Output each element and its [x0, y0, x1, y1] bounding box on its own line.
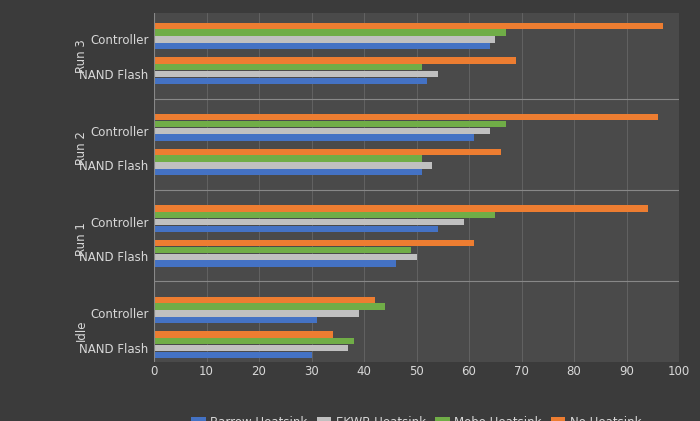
Bar [154, 219, 463, 225]
Bar [154, 317, 316, 323]
Bar [154, 226, 438, 232]
Bar [154, 304, 385, 310]
Bar [154, 57, 517, 64]
Text: Run 1: Run 1 [76, 222, 88, 256]
Bar [154, 114, 658, 120]
Bar [154, 352, 312, 358]
Text: Idle: Idle [76, 320, 88, 341]
Bar [154, 64, 421, 70]
Bar [154, 253, 416, 260]
Bar [154, 247, 412, 253]
Text: Run 2: Run 2 [76, 131, 88, 165]
Bar [154, 121, 505, 127]
Text: Run 3: Run 3 [76, 40, 88, 73]
Bar [154, 162, 433, 168]
Bar [154, 128, 490, 134]
Bar [154, 78, 427, 84]
Bar [154, 261, 396, 267]
Bar [154, 240, 475, 246]
Bar [154, 36, 496, 43]
Bar [154, 338, 354, 344]
Bar [154, 155, 421, 162]
Bar [154, 149, 500, 155]
Bar [154, 297, 374, 303]
Bar [154, 205, 648, 212]
Bar [154, 71, 438, 77]
Bar [154, 331, 332, 338]
Legend: Barrow Heatsink, EKWB Heatsink, Mobo Heatsink, No Heatsink: Barrow Heatsink, EKWB Heatsink, Mobo Hea… [189, 413, 644, 421]
Bar [154, 169, 421, 176]
Bar [154, 310, 358, 317]
Bar [154, 29, 505, 36]
Bar [154, 134, 475, 141]
Bar [154, 212, 496, 218]
Bar [154, 23, 664, 29]
Bar [154, 345, 349, 351]
Bar [154, 43, 490, 49]
